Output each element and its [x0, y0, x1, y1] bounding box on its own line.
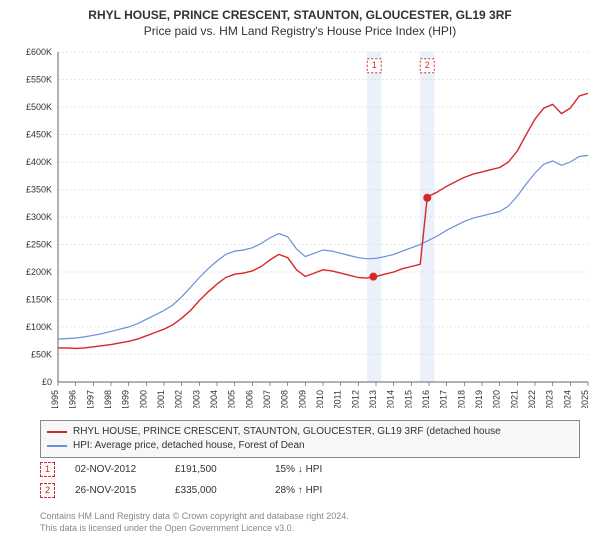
svg-text:2003: 2003	[191, 390, 201, 408]
svg-text:2021: 2021	[509, 390, 519, 408]
marker-table: 1 02-NOV-2012 £191,500 15% ↓ HPI 2 26-NO…	[40, 462, 322, 504]
legend-swatch	[47, 445, 67, 447]
svg-text:£400K: £400K	[26, 157, 52, 167]
svg-text:2006: 2006	[244, 390, 254, 408]
footer-line: Contains HM Land Registry data © Crown c…	[40, 510, 349, 522]
footer-line: This data is licensed under the Open Gov…	[40, 522, 349, 534]
svg-text:2009: 2009	[297, 390, 307, 408]
legend-item-hpi: HPI: Average price, detached house, Fore…	[47, 439, 573, 453]
svg-text:2011: 2011	[333, 390, 343, 408]
marker-number-box: 1	[40, 462, 55, 477]
svg-text:2012: 2012	[350, 390, 360, 408]
svg-text:2022: 2022	[527, 390, 537, 408]
svg-text:1: 1	[372, 60, 377, 70]
svg-text:£450K: £450K	[26, 130, 52, 140]
marker-number-box: 2	[40, 483, 55, 498]
marker-pct: 28% ↑ HPI	[275, 485, 322, 496]
marker-pct: 15% ↓ HPI	[275, 464, 322, 475]
svg-text:2: 2	[425, 60, 430, 70]
svg-text:2004: 2004	[209, 390, 219, 408]
svg-text:1999: 1999	[121, 390, 131, 408]
svg-text:2013: 2013	[368, 390, 378, 408]
svg-text:2000: 2000	[138, 390, 148, 408]
svg-text:2020: 2020	[492, 390, 502, 408]
page-title: RHYL HOUSE, PRINCE CRESCENT, STAUNTON, G…	[0, 8, 600, 22]
legend-label: RHYL HOUSE, PRINCE CRESCENT, STAUNTON, G…	[73, 425, 501, 439]
price-chart: £0 £50K £100K £150K £200K £250K £300K £350K £400…	[8, 48, 592, 408]
svg-text:2001: 2001	[156, 390, 166, 408]
svg-text:£250K: £250K	[26, 240, 52, 250]
svg-text:£550K: £550K	[26, 75, 52, 85]
marker-date: 26-NOV-2015	[75, 485, 155, 496]
legend-swatch	[47, 431, 67, 433]
svg-text:2007: 2007	[262, 390, 272, 408]
svg-text:£600K: £600K	[26, 48, 52, 57]
legend-item-price-paid: RHYL HOUSE, PRINCE CRESCENT, STAUNTON, G…	[47, 425, 573, 439]
legend: RHYL HOUSE, PRINCE CRESCENT, STAUNTON, G…	[40, 420, 580, 458]
svg-text:£0: £0	[42, 377, 52, 387]
svg-text:£100K: £100K	[26, 322, 52, 332]
marker-row: 1 02-NOV-2012 £191,500 15% ↓ HPI	[40, 462, 322, 477]
svg-text:2008: 2008	[280, 390, 290, 408]
svg-text:2005: 2005	[227, 390, 237, 408]
svg-text:2002: 2002	[174, 390, 184, 408]
svg-text:2025: 2025	[580, 390, 590, 408]
svg-text:2010: 2010	[315, 390, 325, 408]
svg-text:£300K: £300K	[26, 212, 52, 222]
svg-text:2018: 2018	[456, 390, 466, 408]
svg-text:1998: 1998	[103, 390, 113, 408]
marker-price: £335,000	[175, 485, 255, 496]
svg-text:1995: 1995	[50, 390, 60, 408]
svg-text:2015: 2015	[403, 390, 413, 408]
svg-text:£50K: £50K	[31, 350, 52, 360]
svg-text:2017: 2017	[439, 390, 449, 408]
page-subtitle: Price paid vs. HM Land Registry's House …	[0, 24, 600, 38]
footer: Contains HM Land Registry data © Crown c…	[40, 510, 349, 534]
svg-text:£350K: £350K	[26, 185, 52, 195]
svg-text:2014: 2014	[386, 390, 396, 408]
marker-price: £191,500	[175, 464, 255, 475]
svg-text:£500K: £500K	[26, 102, 52, 112]
legend-label: HPI: Average price, detached house, Fore…	[73, 439, 305, 453]
svg-text:2024: 2024	[562, 390, 572, 408]
marker-row: 2 26-NOV-2015 £335,000 28% ↑ HPI	[40, 483, 322, 498]
svg-text:1997: 1997	[85, 390, 95, 408]
svg-text:2016: 2016	[421, 390, 431, 408]
svg-text:2023: 2023	[545, 390, 555, 408]
svg-text:2019: 2019	[474, 390, 484, 408]
svg-text:£150K: £150K	[26, 295, 52, 305]
svg-text:1996: 1996	[68, 390, 78, 408]
marker-date: 02-NOV-2012	[75, 464, 155, 475]
svg-text:£200K: £200K	[26, 267, 52, 277]
